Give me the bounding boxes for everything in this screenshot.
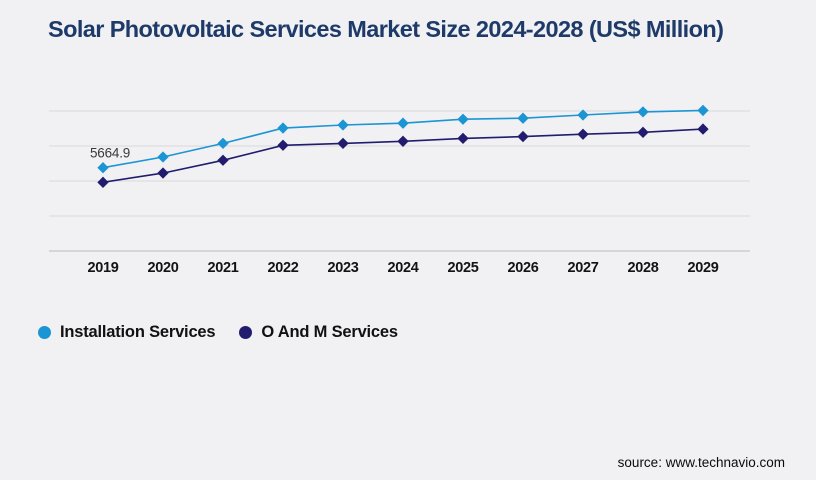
data-point-diamond bbox=[217, 154, 229, 166]
data-point-diamond bbox=[157, 167, 169, 179]
data-point-diamond bbox=[457, 132, 469, 145]
x-axis-label: 2022 bbox=[267, 260, 298, 276]
data-point-diamond bbox=[397, 135, 409, 147]
data-point-diamond bbox=[277, 139, 289, 151]
data-point-diamond bbox=[397, 117, 409, 129]
data-point-diamond bbox=[157, 151, 169, 163]
data-point-diamond bbox=[97, 176, 109, 188]
x-axis-label: 2027 bbox=[567, 260, 598, 276]
source-credit: source: www.technavio.com bbox=[617, 455, 785, 470]
data-point-diamond bbox=[577, 128, 589, 140]
data-point-diamond bbox=[217, 137, 229, 150]
x-axis-label: 2024 bbox=[387, 260, 418, 276]
legend-item-o-and-m-services: O And M Services bbox=[239, 323, 398, 342]
data-point-diamond bbox=[697, 123, 709, 135]
data-point-diamond bbox=[277, 122, 289, 134]
x-axis-label: 2019 bbox=[87, 260, 118, 276]
data-point-diamond bbox=[337, 137, 349, 150]
gridlines bbox=[49, 110, 750, 217]
x-axis-label: 2029 bbox=[687, 260, 718, 276]
data-point-diamond bbox=[457, 113, 469, 125]
x-axis-label: 2020 bbox=[147, 260, 178, 276]
legend-label: Installation Services bbox=[60, 323, 216, 341]
legend-label: O And M Services bbox=[261, 323, 398, 341]
x-axis-label: 2023 bbox=[327, 260, 358, 276]
data-point-label: 5664.9 bbox=[90, 146, 130, 161]
legend-marker-dot bbox=[38, 326, 51, 339]
data-point-diamond bbox=[637, 126, 649, 138]
data-point-diamond bbox=[637, 106, 649, 118]
x-axis-label: 2026 bbox=[507, 260, 538, 276]
data-point-diamond bbox=[517, 112, 529, 124]
data-point-diamond bbox=[517, 130, 529, 143]
legend: Installation Services O And M Services bbox=[38, 323, 398, 342]
x-axis-label: 2028 bbox=[627, 260, 658, 276]
x-axis-label: 2025 bbox=[447, 260, 478, 276]
data-point-diamond bbox=[337, 119, 349, 131]
legend-item-installation-services: Installation Services bbox=[38, 323, 216, 342]
x-axis-labels: 2019 2020 2021 2022 2023 2024 2025 2026 2027 2028… bbox=[87, 260, 719, 276]
data-point-diamond bbox=[97, 162, 109, 174]
data-point-diamond bbox=[697, 104, 709, 117]
x-axis-label: 2021 bbox=[207, 260, 238, 276]
legend-marker-dot bbox=[239, 326, 253, 339]
chart-title: Solar Photovoltaic Services Market Size … bbox=[48, 16, 724, 42]
